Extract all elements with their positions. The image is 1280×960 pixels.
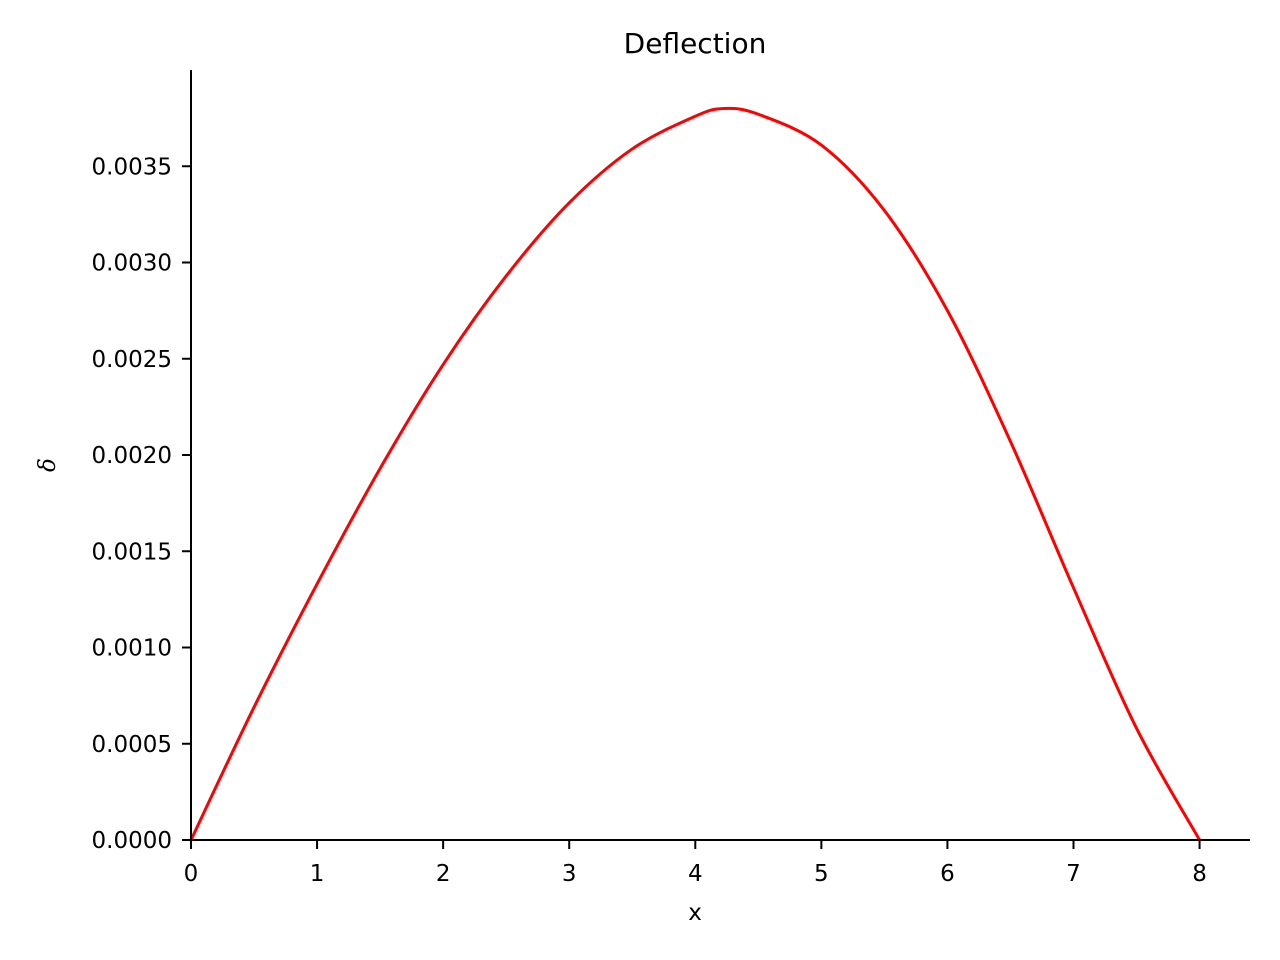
y-tick-label: 0.0000 [92,828,172,854]
y-tick-label: 0.0025 [92,347,172,373]
y-axis-ticks: 0.0000 0.0005 0.0010 0.0015 0.0020 0.0025 0.00… [92,154,191,854]
x-tick-label: 4 [688,861,703,887]
x-tick-label: 1 [310,861,325,887]
y-tick-label: 0.0010 [92,636,172,662]
y-tick-label: 0.0035 [92,154,172,180]
x-tick-label: 8 [1192,861,1207,887]
chart-title: Deflection [624,27,767,60]
y-axis-label: δ [35,458,61,472]
x-tick-label: 7 [1066,861,1081,887]
x-axis-ticks: 0 1 2 3 4 5 6 7 8 [184,840,1207,887]
y-tick-label: 0.0030 [92,251,172,277]
x-tick-label: 3 [562,861,577,887]
x-tick-label: 0 [184,861,199,887]
x-axis-label: x [688,900,702,926]
deflection-series-line [189,106,1201,841]
x-tick-label: 2 [436,861,451,887]
y-tick-label: 0.0020 [92,443,172,469]
x-tick-label: 6 [940,861,955,887]
y-tick-label: 0.0005 [92,732,172,758]
plot-area [189,106,1201,841]
x-tick-label: 5 [814,861,829,887]
y-tick-label: 0.0015 [92,539,172,565]
